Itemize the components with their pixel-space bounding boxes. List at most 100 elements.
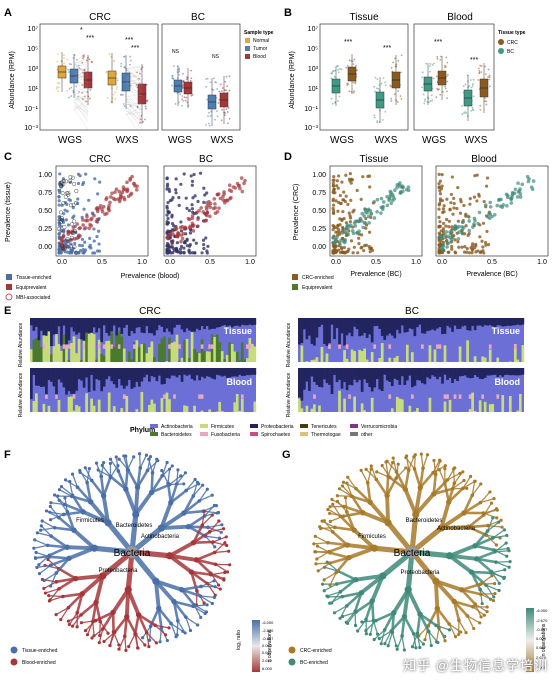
- scatter-point: [125, 181, 129, 185]
- tree-branch: [496, 562, 510, 563]
- scatter-point: [506, 194, 510, 198]
- scatter-point-open: [72, 203, 76, 207]
- a-legend-title: Sample type: [244, 30, 274, 36]
- panel-d-label: D: [284, 151, 292, 163]
- panel-c-ylabel: Prevalence (tissue): [5, 182, 12, 242]
- stack-seg: [489, 350, 492, 362]
- scatter-point: [445, 218, 448, 221]
- c-ytick: 0.25: [38, 226, 52, 233]
- scatter-point: [78, 226, 82, 230]
- jitter-point: [129, 64, 131, 66]
- c-ytick: 0.50: [38, 208, 52, 215]
- scatter-point: [127, 195, 131, 199]
- stack-seg: [130, 359, 133, 362]
- a-legend-label: Normal: [253, 38, 269, 44]
- jitter-point: [421, 76, 423, 78]
- tree-branch: [373, 621, 377, 635]
- panel-b-boxplots: [331, 54, 491, 123]
- tree-node: [196, 481, 199, 484]
- stack-seg: [353, 396, 356, 412]
- scatter-point: [342, 217, 345, 220]
- stack-seg: [519, 394, 522, 412]
- scatter-point: [450, 237, 454, 241]
- a-legend-swatch: [245, 46, 250, 51]
- scatter-point: [331, 228, 334, 231]
- jitter-point: [181, 87, 183, 89]
- tree-branch: [370, 621, 373, 635]
- stack-seg: [326, 318, 329, 346]
- scatter-point: [135, 188, 139, 192]
- jitter-point: [431, 94, 433, 96]
- panel-d-ylabel: Prevalence (CRC): [293, 184, 300, 241]
- stack-seg: [173, 368, 176, 376]
- stack-seg: [318, 368, 321, 387]
- scatter-point: [175, 247, 178, 250]
- tree-node: [395, 644, 398, 647]
- d-xtick: 1.0: [537, 259, 547, 266]
- jitter-point: [205, 124, 207, 126]
- jitter-point: [465, 112, 467, 114]
- scatter-point: [468, 251, 471, 254]
- stack-seg: [421, 318, 424, 333]
- stack-seg: [30, 318, 33, 325]
- tree-branch: [59, 569, 76, 579]
- tree-branch: [421, 454, 423, 468]
- scatter-point: [96, 192, 99, 195]
- tree-node: [492, 599, 495, 602]
- scatter-point: [166, 251, 169, 254]
- stack-seg: [166, 318, 169, 328]
- scatter-point: [60, 239, 64, 243]
- jitter-point: [227, 122, 229, 124]
- tree-node: [329, 520, 332, 523]
- jitter-point: [472, 107, 474, 109]
- e-row-label-tissue-bc: Tissue: [492, 326, 520, 336]
- scatter-point-open: [63, 225, 67, 229]
- tree-node: [223, 571, 226, 574]
- scatter-point: [205, 207, 209, 211]
- scatter-point: [480, 240, 483, 243]
- scatter-point: [474, 244, 477, 247]
- stack-seg: [50, 318, 53, 346]
- stack-seg: [33, 340, 36, 362]
- stack-seg: [216, 368, 219, 375]
- jitter-point: [447, 81, 449, 83]
- stack-seg: [436, 318, 439, 329]
- jitter-point: [432, 64, 434, 66]
- tree-node: [472, 627, 475, 630]
- tree-node: [426, 453, 429, 456]
- jitter-point: [56, 86, 58, 88]
- scatter-point: [437, 173, 440, 176]
- tree-node: [330, 498, 333, 501]
- stack-seg: [78, 339, 81, 362]
- panel-b-legend: Tissue type CRC BC: [498, 30, 526, 55]
- stack-seg: [110, 318, 113, 331]
- jitter-point: [224, 81, 226, 83]
- scatter-point: [104, 198, 108, 202]
- tree-node: [155, 458, 158, 461]
- tree-node: [432, 459, 435, 462]
- stack-seg: [75, 405, 78, 412]
- stack-seg: [398, 399, 401, 412]
- tree-node: [323, 589, 326, 592]
- tree-node: [36, 531, 39, 534]
- tree-branch: [69, 613, 77, 625]
- scatter-point: [484, 203, 488, 207]
- stack-seg: [198, 368, 201, 380]
- scatter-point: [344, 174, 347, 177]
- stack-seg: [381, 368, 384, 391]
- stack-seg: [176, 318, 179, 325]
- jitter-point: [217, 102, 219, 104]
- d-xtick: 0.5: [371, 259, 381, 266]
- stack-seg: [65, 344, 68, 348]
- b-ytick: 10³: [308, 66, 319, 73]
- stack-seg: [449, 400, 452, 412]
- g-node-label: Proteobacteria: [400, 570, 440, 576]
- stack-seg: [454, 318, 457, 326]
- jitter-point: [425, 63, 427, 65]
- tree-branch: [376, 479, 387, 495]
- a-sig: NS: [212, 54, 220, 60]
- stack-seg: [451, 318, 454, 332]
- stack-seg: [153, 404, 156, 412]
- jitter-point: [429, 63, 431, 65]
- stack-seg: [148, 405, 151, 412]
